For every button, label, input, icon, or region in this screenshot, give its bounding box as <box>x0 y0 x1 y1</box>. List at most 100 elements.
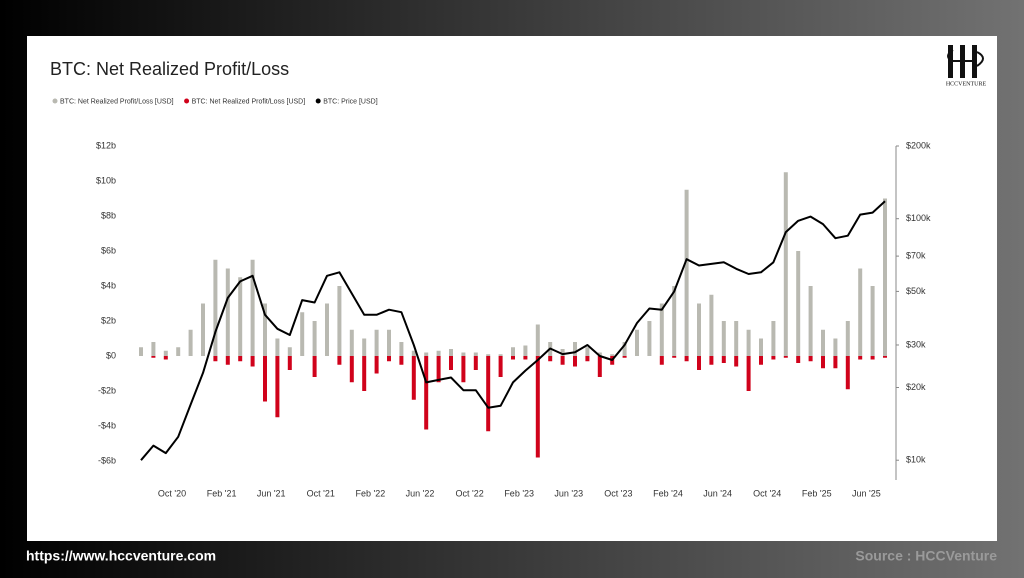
bar <box>436 350 441 356</box>
bar <box>783 172 788 356</box>
bar <box>498 356 503 377</box>
bar <box>672 356 677 358</box>
bar <box>325 303 329 356</box>
bar <box>238 277 243 356</box>
bar <box>796 251 801 356</box>
x-tick-label: Jun '22 <box>406 488 435 498</box>
y-tick-label: $12b <box>96 140 116 150</box>
y2-tick-label: $10k <box>906 455 926 465</box>
y-tick-label: $8b <box>101 210 116 220</box>
bar <box>721 321 726 356</box>
bar <box>610 354 615 356</box>
x-tick-label: Jun '24 <box>703 488 732 498</box>
bar <box>759 356 763 365</box>
bar <box>163 350 168 356</box>
card <box>27 36 997 541</box>
bar <box>821 329 825 356</box>
bar <box>411 356 416 400</box>
bar <box>349 356 354 383</box>
bar <box>796 356 801 363</box>
bar <box>523 345 528 356</box>
x-tick-label: Oct '24 <box>753 488 781 498</box>
bar <box>399 342 404 356</box>
bar <box>833 356 838 369</box>
y2-tick-label: $20k <box>906 382 926 392</box>
x-tick-label: Feb '21 <box>207 488 237 498</box>
bar <box>883 198 887 356</box>
bar <box>387 356 391 362</box>
y-tick-label: -$6b <box>98 455 116 465</box>
bar <box>585 347 590 356</box>
bar <box>746 356 751 391</box>
bar <box>597 352 602 356</box>
bar <box>188 329 193 356</box>
bar <box>883 356 887 358</box>
y2-tick-label: $70k <box>906 250 926 260</box>
bar <box>461 356 466 383</box>
bar <box>312 321 317 356</box>
bar <box>225 356 230 365</box>
footer-source: Source : HCCVenture <box>855 548 997 564</box>
bar <box>473 352 478 356</box>
bar <box>498 354 503 356</box>
bar <box>250 259 255 356</box>
plot: -$6b -$4b -$2b $0 $2b $4b $6b $8b $10b $12b $10k $2… <box>96 140 931 498</box>
logo: HCCVENTURE <box>946 45 987 87</box>
bar <box>362 338 367 356</box>
x-tick-label: Feb '22 <box>356 488 386 498</box>
legend-marker <box>52 98 58 104</box>
bar <box>213 356 218 362</box>
bar <box>287 356 292 370</box>
x-tick-label: Feb '25 <box>802 488 832 498</box>
bar <box>201 303 205 356</box>
bar <box>746 329 751 356</box>
bar <box>845 356 850 390</box>
bar <box>759 338 763 356</box>
x-tick-label: Jun '21 <box>257 488 286 498</box>
x-tick-label: Jun '23 <box>554 488 583 498</box>
y-tick-label: $4b <box>101 280 116 290</box>
legend-marker <box>315 98 321 104</box>
bar <box>672 286 677 356</box>
bar <box>411 350 416 356</box>
x-tick-label: Oct '23 <box>604 488 632 498</box>
bar <box>734 321 739 356</box>
bar <box>511 347 515 356</box>
bar <box>858 268 863 356</box>
bar <box>597 356 602 377</box>
bar <box>709 356 714 365</box>
bar <box>275 356 280 418</box>
bar <box>821 356 825 369</box>
logo-curve <box>947 49 984 67</box>
y-tick-label: $10b <box>96 175 116 185</box>
x-tick-label: Feb '23 <box>504 488 534 498</box>
logo-text: HCCVENTURE <box>946 81 987 87</box>
bar <box>349 329 354 356</box>
y-tick-label: $0 <box>106 350 116 360</box>
bar <box>151 356 156 358</box>
bar <box>424 352 429 356</box>
x-tick-label: Jun '25 <box>852 488 881 498</box>
legend-marker <box>184 98 190 104</box>
footer-url: https://www.hccventure.com <box>26 548 216 564</box>
legend-label: BTC: Price [USD] <box>323 98 378 105</box>
bar <box>300 312 305 356</box>
y2-tick-label: $50k <box>906 286 926 296</box>
bar <box>659 303 664 356</box>
bar <box>622 342 627 356</box>
bar <box>176 347 181 356</box>
bar <box>684 189 689 356</box>
bar <box>263 356 267 402</box>
bar <box>424 356 429 430</box>
bar <box>659 356 664 365</box>
x-tick-label: Oct '20 <box>158 488 186 498</box>
bar <box>771 321 776 356</box>
bar <box>449 349 453 356</box>
bar <box>362 356 367 391</box>
y-tick-label: -$2b <box>98 385 116 395</box>
bar <box>783 356 788 358</box>
legend-label: BTC: Net Realized Profit/Loss [USD] <box>60 98 174 105</box>
bar <box>238 356 243 362</box>
x-tick-label: Oct '21 <box>307 488 335 498</box>
